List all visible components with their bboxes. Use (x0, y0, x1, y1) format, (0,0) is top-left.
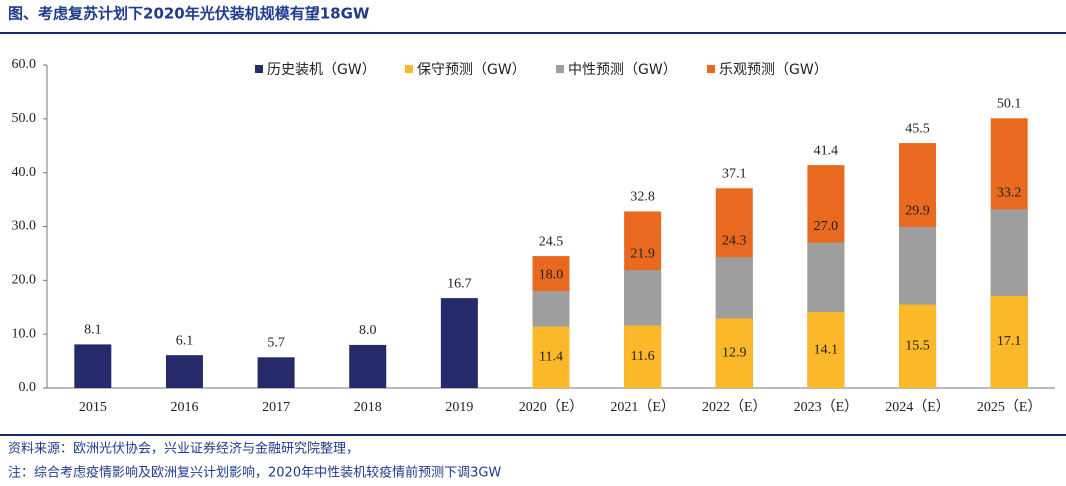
bar (532, 326, 570, 388)
y-tick-label: 30.0 (12, 219, 37, 234)
x-tick-label: 2023（E） (794, 399, 859, 415)
x-tick-label: 2025（E） (977, 399, 1042, 415)
data-label: 11.6 (631, 349, 655, 364)
y-tick-label: 20.0 (12, 273, 37, 288)
bar (624, 325, 662, 388)
data-label: 6.1 (176, 333, 194, 348)
bar (74, 344, 112, 388)
legend-label: 历史装机（GW） (267, 62, 376, 78)
data-label: 8.1 (84, 323, 102, 338)
data-label: 14.1 (814, 342, 839, 357)
legend-label: 乐观预测（GW） (719, 62, 828, 78)
y-tick-label: 60.0 (12, 57, 37, 72)
x-tick-label: 2021（E） (610, 399, 675, 415)
bar (349, 344, 387, 388)
source: 资料来源：欧洲光伏协会，兴业证券经济与金融研究院整理， (8, 441, 359, 457)
bar (165, 355, 203, 388)
legend-swatch (707, 65, 715, 73)
data-label: 24.3 (722, 233, 747, 248)
legend-swatch (255, 65, 263, 73)
data-label: 16.7 (447, 276, 472, 291)
data-label: 11.4 (539, 350, 563, 365)
y-tick-label: 10.0 (12, 326, 37, 341)
bar (715, 318, 753, 388)
chart-title: 图、考虑复苏计划下2020年光伏装机规模有望18GW (8, 5, 370, 23)
legend-label: 中性预测（GW） (568, 62, 677, 78)
x-tick-label: 2022（E） (702, 399, 767, 415)
legend-swatch (556, 65, 564, 73)
x-tick-label: 2015 (79, 400, 107, 415)
x-tick-label: 2017 (262, 400, 290, 415)
data-label: 8.0 (359, 323, 377, 338)
bar (990, 295, 1028, 388)
x-tick-label: 2020（E） (519, 399, 584, 415)
y-tick-label: 40.0 (12, 165, 37, 180)
note: 注：综合考虑疫情影响及欧洲复兴计划影响，2020年中性装机较疫情前预测下调3GW (8, 465, 501, 481)
data-label: 27.0 (814, 219, 839, 234)
data-label: 21.9 (630, 246, 655, 261)
data-label: 15.5 (905, 338, 930, 353)
bar (257, 357, 295, 388)
data-label: 41.4 (814, 143, 839, 158)
legend-swatch (405, 65, 413, 73)
data-label: 18.0 (539, 267, 564, 282)
data-label: 17.1 (997, 334, 1022, 349)
bar (440, 298, 478, 388)
bar (807, 312, 845, 388)
data-label: 24.5 (539, 234, 564, 249)
data-label: 32.8 (630, 190, 655, 205)
bar (899, 304, 937, 388)
legend-label: 保守预测（GW） (417, 62, 526, 78)
data-label: 12.9 (722, 345, 747, 360)
x-tick-label: 2016 (170, 400, 198, 415)
data-label: 45.5 (905, 121, 930, 136)
data-label: 5.7 (267, 336, 285, 351)
data-label: 50.1 (997, 97, 1022, 112)
data-label: 33.2 (997, 185, 1022, 200)
data-label: 37.1 (722, 166, 747, 181)
y-tick-label: 0.0 (19, 380, 37, 395)
data-label: 29.9 (905, 203, 930, 218)
y-tick-label: 50.0 (12, 111, 37, 126)
x-tick-label: 2018 (354, 400, 382, 415)
x-tick-label: 2024（E） (885, 399, 950, 415)
x-tick-label: 2019 (445, 400, 473, 415)
